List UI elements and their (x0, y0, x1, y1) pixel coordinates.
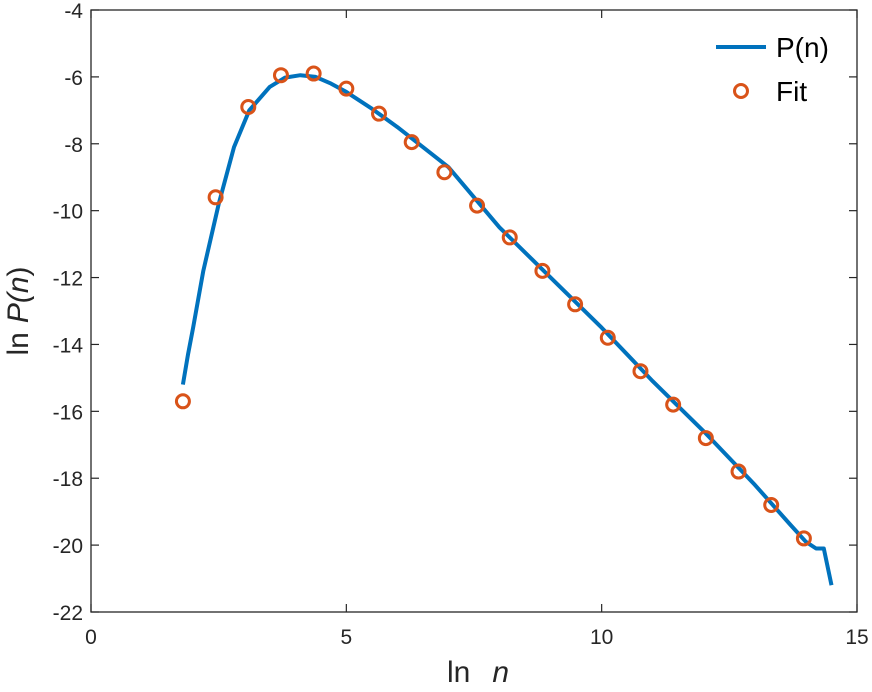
fit-marker (501, 229, 518, 246)
y-tick-label: -8 (64, 134, 83, 157)
x-axis-label: ln n (447, 656, 509, 689)
series-layer (174, 65, 834, 586)
y-axis-label-var-post: ) (2, 266, 35, 276)
legend-label-p-n: P(n) (776, 32, 829, 63)
y-tick-label: -20 (53, 535, 83, 558)
fit-marker (665, 396, 682, 413)
fit-marker (730, 463, 747, 480)
fit-marker (174, 393, 191, 410)
y-tick-label: -18 (53, 468, 83, 491)
y-tick-label: -16 (53, 401, 83, 424)
x-axis-label-var: n (492, 656, 509, 689)
x-tick-label: 0 (85, 626, 97, 649)
fit-marker (436, 164, 453, 181)
fit-marker (632, 363, 649, 380)
y-tick-label: -14 (53, 334, 84, 357)
y-axis-label-prefix: ln (2, 332, 35, 355)
fit-marker (272, 67, 289, 84)
fit-marker (534, 262, 551, 279)
tick-labels: 0 5 10 15 -22 -20 -18 -16 -14 -12 -10 -8 -6 -4 (53, 0, 869, 649)
y-tick-label: -12 (53, 268, 83, 291)
fit-marker (240, 98, 257, 115)
legend: P(n) Fit (716, 32, 829, 107)
y-tick-label: -22 (53, 602, 83, 625)
y-axis-label-var-mid: n (2, 276, 35, 293)
y-axis-label-var-pre: P( (2, 290, 35, 323)
fit-marker (763, 496, 780, 513)
fit-marker (403, 134, 420, 151)
plot-frame (90, 9, 858, 613)
fit-marker (795, 530, 812, 547)
axis-ticks (90, 9, 858, 613)
y-tick-label: -4 (64, 0, 83, 23)
legend-label-fit: Fit (776, 76, 807, 107)
plot-area (91, 10, 857, 612)
x-tick-label: 5 (340, 626, 352, 649)
y-axis-label: ln P(n) (2, 266, 35, 355)
x-tick-label: 15 (845, 626, 868, 649)
y-tick-label: -10 (53, 201, 83, 224)
fit-marker (338, 80, 355, 97)
fit-marker (305, 65, 322, 82)
x-tick-label: 10 (590, 626, 613, 649)
fit-marker (371, 105, 388, 122)
fit-marker (599, 329, 616, 346)
y-tick-label: -6 (64, 67, 83, 90)
x-axis-label-prefix: ln (447, 656, 470, 689)
fit-marker (697, 430, 714, 447)
fit-marker (207, 189, 224, 206)
fit-marker (567, 296, 584, 313)
legend-marker-swatch (733, 83, 749, 99)
fit-marker (469, 197, 486, 214)
